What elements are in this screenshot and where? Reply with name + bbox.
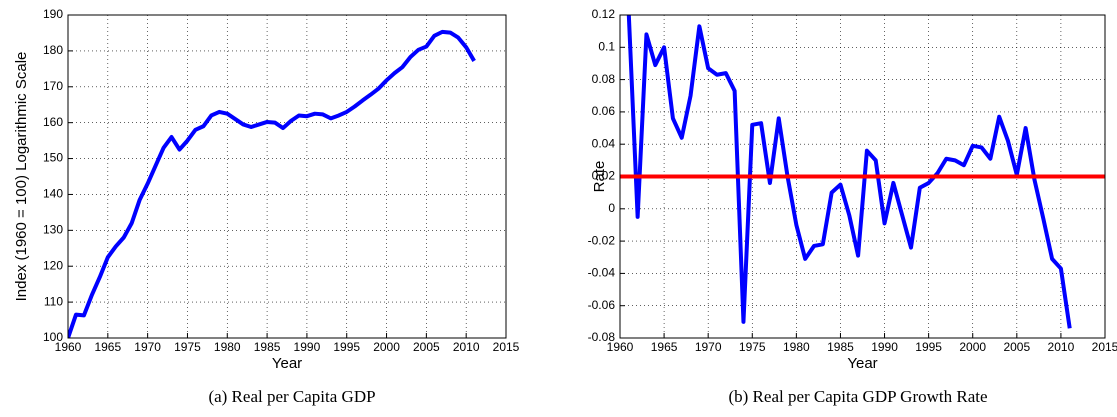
x-tick-label: 1990	[871, 340, 898, 354]
x-tick-label: 1965	[94, 340, 121, 354]
y-tick-label: 100	[43, 330, 63, 344]
x-tick-label: 1980	[783, 340, 810, 354]
y-tick-label: 140	[43, 187, 63, 201]
x-tick-label: 2010	[453, 340, 480, 354]
data-line	[626, 15, 1072, 329]
y-tick-label: 0.06	[592, 104, 616, 118]
y-tick-label: 190	[43, 7, 63, 21]
plot-frame	[619, 14, 1106, 339]
y-tick-label: 160	[43, 115, 63, 129]
y-tick-label: 110	[44, 294, 63, 308]
y-tick-label: -0.06	[588, 298, 616, 312]
caption: (a) Real per Capita GDP	[208, 387, 375, 406]
y-tick-label: 0.04	[592, 136, 616, 150]
y-tick-label: 0.1	[598, 39, 615, 53]
y-tick-label: 0.12	[592, 7, 616, 21]
y-tick-label: 130	[43, 223, 63, 237]
x-axis-label: Year	[847, 355, 877, 372]
plot-area	[68, 15, 506, 338]
chart: 1960 1965 1970 1975 1980 1985 1990 1995 2000 2005…	[588, 7, 1117, 406]
y-tick-label: -0.02	[588, 233, 616, 247]
x-tick-label: 1985	[254, 340, 281, 354]
data-line	[68, 29, 476, 338]
y-tick-label: 0.02	[592, 169, 616, 183]
x-tick-label: 1985	[827, 340, 854, 354]
y-tick-label: 180	[43, 43, 63, 57]
y-tick-label: 0.08	[592, 72, 616, 86]
plot-frame	[67, 14, 507, 339]
x-tick-label: 1960	[55, 340, 82, 354]
x-tick-label: 1990	[294, 340, 321, 354]
x-tick-label: 2015	[493, 340, 520, 354]
x-axis-label: Year	[272, 355, 302, 372]
x-tick-label: 1975	[174, 340, 201, 354]
y-axis-label: Rate	[591, 161, 608, 193]
x-tick-label: 2015	[1092, 340, 1117, 354]
x-tick-label: 1975	[739, 340, 766, 354]
y-tick-label: -0.08	[588, 330, 616, 344]
x-tick-label: 2000	[959, 340, 986, 354]
x-tick-label: 1995	[333, 340, 360, 354]
x-tick-label: 1970	[695, 340, 722, 354]
x-tick-label: 1980	[214, 340, 241, 354]
x-tick-label: 2000	[373, 340, 400, 354]
x-tick-label: 1965	[651, 340, 678, 354]
y-axis-label: Index (1960 = 100) Logarithmic Scale	[13, 52, 30, 302]
x-tick-label: 1960	[607, 340, 634, 354]
y-tick-label: 170	[43, 79, 63, 93]
y-tick-label: 120	[43, 258, 63, 272]
x-tick-label: 1995	[915, 340, 942, 354]
y-tick-label: 0	[608, 201, 615, 215]
y-tick-label: 150	[43, 151, 63, 165]
caption: (b) Real per Capita GDP Growth Rate	[728, 387, 987, 406]
x-tick-label: 2005	[413, 340, 440, 354]
x-tick-label: 2005	[1003, 340, 1030, 354]
x-tick-label: 2010	[1048, 340, 1075, 354]
y-tick-label: -0.04	[588, 266, 616, 280]
x-tick-label: 1970	[134, 340, 161, 354]
chart: 1960 1965 1970 1975 1980 1985 1990 1995 2000 2005…	[13, 7, 520, 406]
